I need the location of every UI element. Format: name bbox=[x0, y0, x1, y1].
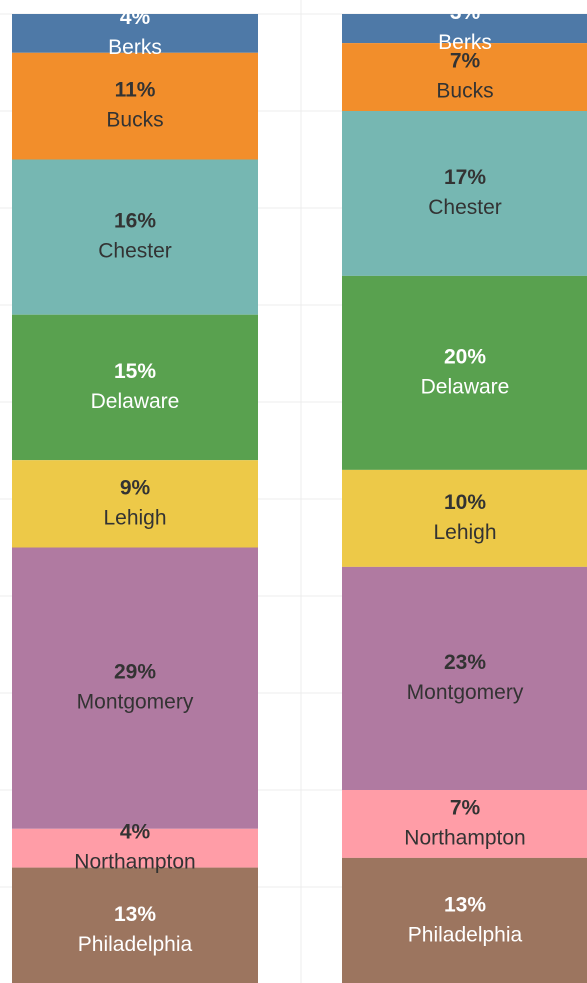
bar-segment bbox=[342, 43, 587, 111]
value-label: 7% bbox=[450, 50, 481, 73]
bar-segment bbox=[12, 867, 258, 983]
value-label: 4% bbox=[120, 821, 151, 844]
segment-label: Chester bbox=[428, 196, 502, 219]
value-label: 10% bbox=[444, 491, 486, 514]
segment-label: Delaware bbox=[421, 375, 510, 398]
bar-segment bbox=[12, 52, 258, 160]
value-label: 16% bbox=[114, 210, 156, 233]
value-label: 13% bbox=[114, 903, 156, 926]
bar-segment bbox=[12, 460, 258, 548]
segment-label: Delaware bbox=[91, 390, 180, 413]
value-label: 9% bbox=[120, 476, 151, 499]
bar-segment bbox=[12, 828, 258, 868]
value-label: 7% bbox=[450, 796, 481, 819]
value-label: 4% bbox=[120, 6, 151, 29]
segment-label: Lehigh bbox=[433, 521, 496, 544]
segment-label: Philadelphia bbox=[408, 923, 523, 946]
segment-label: Philadelphia bbox=[78, 933, 193, 956]
value-label: 29% bbox=[114, 661, 156, 684]
bar-segment bbox=[342, 14, 587, 44]
segment-label: Chester bbox=[98, 240, 172, 263]
bar-segment bbox=[342, 469, 587, 567]
segment-label: Berks bbox=[438, 31, 492, 54]
segment-label: Bucks bbox=[106, 109, 163, 132]
value-label: 23% bbox=[444, 651, 486, 674]
value-label: 11% bbox=[115, 79, 156, 102]
segment-label: Northampton bbox=[74, 851, 195, 874]
bar-segment bbox=[12, 159, 258, 315]
bar-segment bbox=[12, 14, 258, 53]
bar-segment bbox=[342, 111, 587, 276]
value-label: 15% bbox=[114, 360, 156, 383]
value-label: 20% bbox=[444, 345, 486, 368]
bar-segment bbox=[342, 790, 587, 858]
value-label: 13% bbox=[444, 893, 486, 916]
segment-label: Northampton bbox=[404, 826, 525, 849]
bar-segment bbox=[12, 314, 258, 461]
bar-segment bbox=[342, 857, 587, 983]
value-label: 3% bbox=[450, 1, 481, 24]
bar-segment bbox=[342, 275, 587, 470]
bar-segment bbox=[12, 547, 258, 829]
value-label: 17% bbox=[444, 166, 486, 189]
segment-label: Berks bbox=[108, 36, 162, 59]
segment-label: Bucks bbox=[436, 80, 493, 103]
segment-label: Lehigh bbox=[103, 506, 166, 529]
bar-segment bbox=[342, 566, 587, 790]
segment-label: Montgomery bbox=[407, 681, 524, 704]
segment-label: Montgomery bbox=[77, 691, 194, 714]
